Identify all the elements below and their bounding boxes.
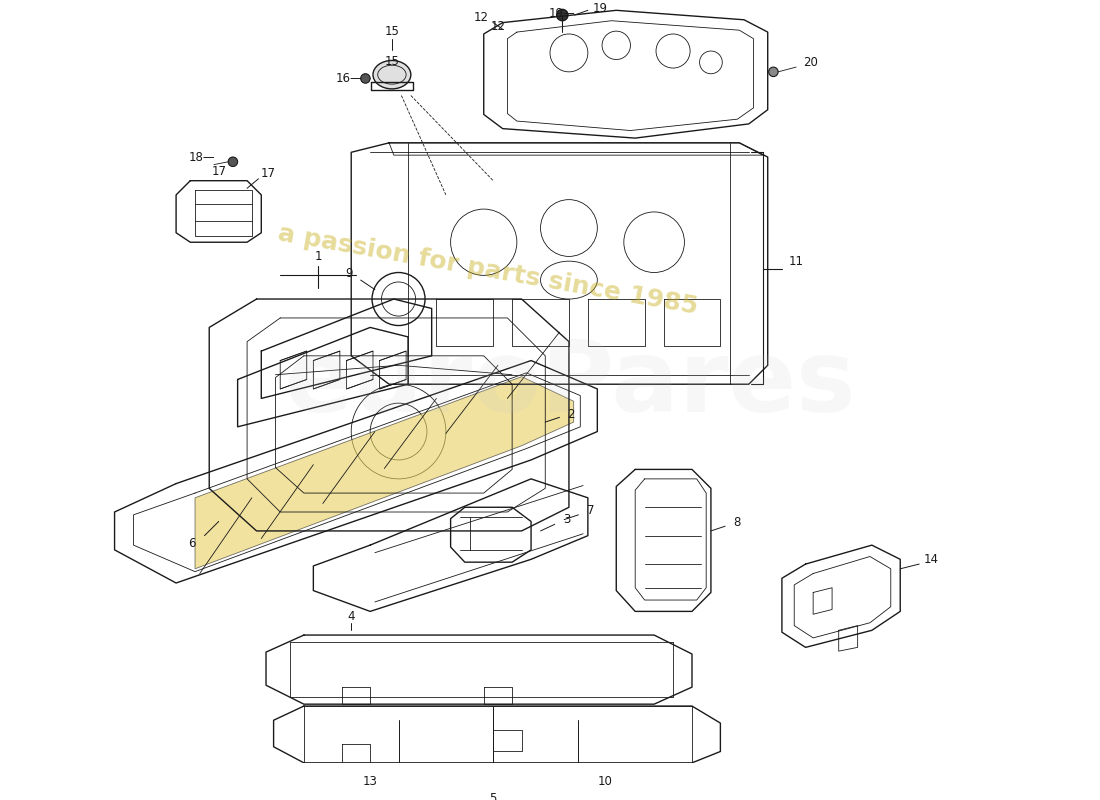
Text: 3: 3 [563, 513, 571, 526]
Text: 11: 11 [789, 254, 804, 268]
Text: 12: 12 [491, 20, 505, 33]
Text: euroPares: euroPares [285, 336, 857, 433]
Text: a passion for parts since 1985: a passion for parts since 1985 [276, 222, 700, 319]
Text: 17: 17 [261, 166, 275, 180]
Text: 8: 8 [734, 516, 741, 529]
Text: 19—: 19— [549, 6, 575, 20]
Circle shape [557, 10, 568, 21]
Text: 13: 13 [363, 775, 377, 788]
Text: 17: 17 [211, 165, 227, 178]
Circle shape [228, 157, 238, 166]
Text: 15: 15 [385, 55, 399, 68]
Ellipse shape [373, 61, 411, 89]
Text: 12: 12 [473, 11, 488, 24]
Text: 15: 15 [385, 25, 399, 38]
Text: 19: 19 [593, 2, 607, 15]
Text: 18—: 18— [188, 150, 214, 163]
Text: 2: 2 [568, 408, 574, 421]
Text: 1: 1 [315, 250, 322, 263]
Text: 5: 5 [490, 792, 497, 800]
Text: 9: 9 [345, 267, 353, 280]
Circle shape [361, 74, 370, 83]
Text: 14: 14 [924, 553, 939, 566]
Text: 6: 6 [188, 537, 196, 550]
Text: 7: 7 [587, 504, 594, 517]
Polygon shape [195, 377, 574, 569]
Text: 16—: 16— [336, 72, 363, 85]
Text: 10: 10 [597, 775, 613, 788]
Circle shape [769, 67, 778, 77]
Text: 4: 4 [348, 610, 355, 622]
Text: 20: 20 [803, 56, 817, 69]
